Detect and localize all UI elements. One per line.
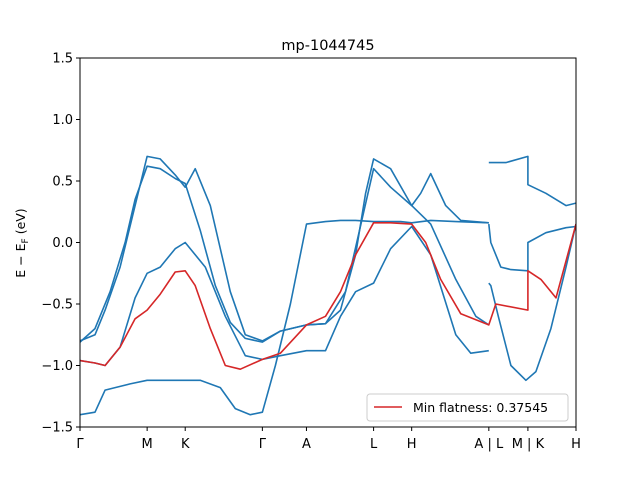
x-tick-label: K	[181, 437, 190, 452]
y-tick-label: 1.0	[52, 113, 73, 128]
x-tick-label: Γ	[259, 437, 267, 452]
band-line-4	[80, 165, 490, 343]
y-tick-label: 1.5	[52, 52, 73, 67]
x-tick-label: M	[142, 437, 153, 452]
x-tick-label: A | L	[474, 437, 504, 452]
y-tick-label: −1.0	[41, 359, 73, 374]
legend-label: Min flatness: 0.37545	[413, 400, 548, 415]
band-line-8	[80, 222, 576, 370]
x-tick-label: L	[370, 437, 378, 452]
axes-frame	[79, 57, 577, 428]
y-tick-label: −0.5	[41, 298, 73, 313]
x-tick-label: A	[302, 437, 311, 452]
band-line-5	[488, 155, 576, 207]
x-tick-label: M | K	[512, 437, 545, 452]
x-tick-label: H	[571, 437, 581, 452]
y-tick-marks: −1.5 −1.0 −0.5 0.0 0.5 1.0 1.5	[41, 52, 80, 436]
y-axis-label: E − EF (eV)	[13, 208, 31, 277]
x-tick-marks: Γ M K Γ A L H A | L M | K H	[76, 427, 581, 452]
y-tick-label: 0.0	[52, 236, 73, 251]
band-line-7	[488, 223, 576, 382]
y-tick-label: −1.5	[41, 421, 73, 436]
legend: Min flatness: 0.37545	[366, 393, 569, 422]
legend-box	[366, 393, 569, 422]
y-tick-label: 0.5	[52, 175, 73, 190]
x-tick-label: H	[407, 437, 417, 452]
series-group	[80, 155, 576, 416]
x-tick-label: Γ	[76, 437, 84, 452]
band-line-1	[80, 219, 489, 416]
plot-area: Γ M K Γ A L H A | L M | K H −1.5 −1.0 −0.5 0.0 0.5 1.0…	[41, 52, 580, 453]
chart-title: mp-1044745	[281, 38, 374, 54]
